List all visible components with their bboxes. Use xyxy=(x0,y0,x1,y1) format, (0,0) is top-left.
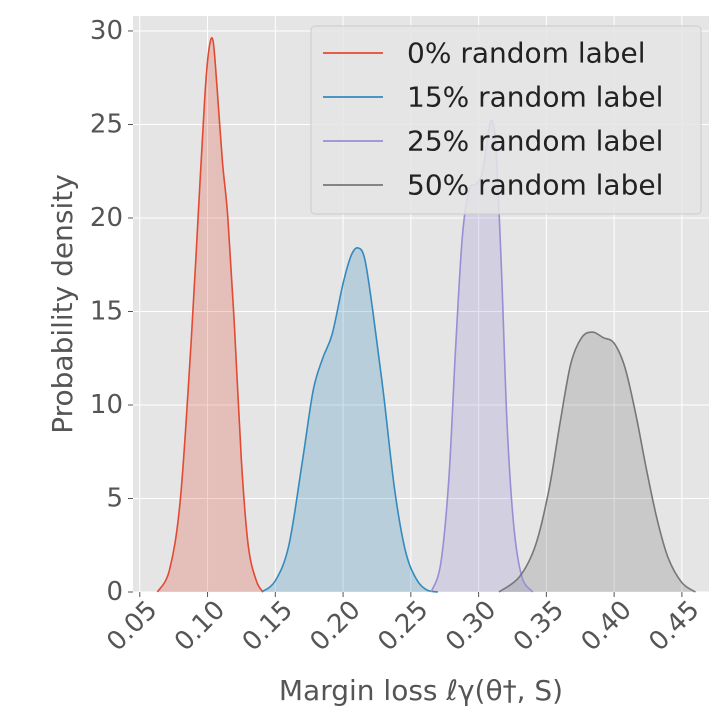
x-tick-label: 0.25 xyxy=(372,595,434,657)
y-tick-label: 0 xyxy=(106,577,123,607)
x-tick-label: 0.40 xyxy=(576,595,638,657)
density-areas xyxy=(157,37,696,593)
density-area-1 xyxy=(261,247,438,592)
legend-label-3: 50% random label xyxy=(407,169,663,202)
x-tick-label: 0.35 xyxy=(508,595,570,657)
axis-ticks xyxy=(128,30,683,597)
y-axis-label: Probability density xyxy=(46,174,79,434)
x-axis-label: Margin loss ℓγ(θ†, S) xyxy=(279,674,563,707)
y-tick-label: 5 xyxy=(106,483,123,513)
y-tick-label: 30 xyxy=(90,16,123,46)
legend-label-1: 15% random label xyxy=(407,81,663,114)
density-area-2 xyxy=(431,120,533,593)
y-tick-labels: 0 5 10 15 20 25 30 xyxy=(90,16,123,607)
density-area-0 xyxy=(157,37,264,592)
y-tick-label: 15 xyxy=(90,296,123,326)
density-area-3 xyxy=(498,332,696,592)
x-tick-label: 0.30 xyxy=(440,595,502,657)
density-line-1 xyxy=(261,247,439,593)
density-line-3 xyxy=(498,331,696,593)
legend: 0% random label 15% random label 25% rando… xyxy=(310,25,702,215)
x-tick-label: 0.20 xyxy=(305,595,367,657)
y-tick-label: 20 xyxy=(90,203,123,233)
legend-label-2: 25% random label xyxy=(407,125,663,158)
x-tick-label: 0.45 xyxy=(643,595,705,657)
x-tick-label: 0.10 xyxy=(169,595,231,657)
density-line-0 xyxy=(156,37,264,593)
x-tick-labels: 0.05 0.10 0.15 0.20 0.25 0.30 0.35 0.40 0.45 xyxy=(101,595,705,657)
x-tick-label: 0.15 xyxy=(237,595,299,657)
y-tick-label: 10 xyxy=(90,390,123,420)
y-tick-label: 25 xyxy=(90,109,123,139)
legend-label-0: 0% random label xyxy=(407,37,646,70)
legend-box xyxy=(310,25,702,215)
